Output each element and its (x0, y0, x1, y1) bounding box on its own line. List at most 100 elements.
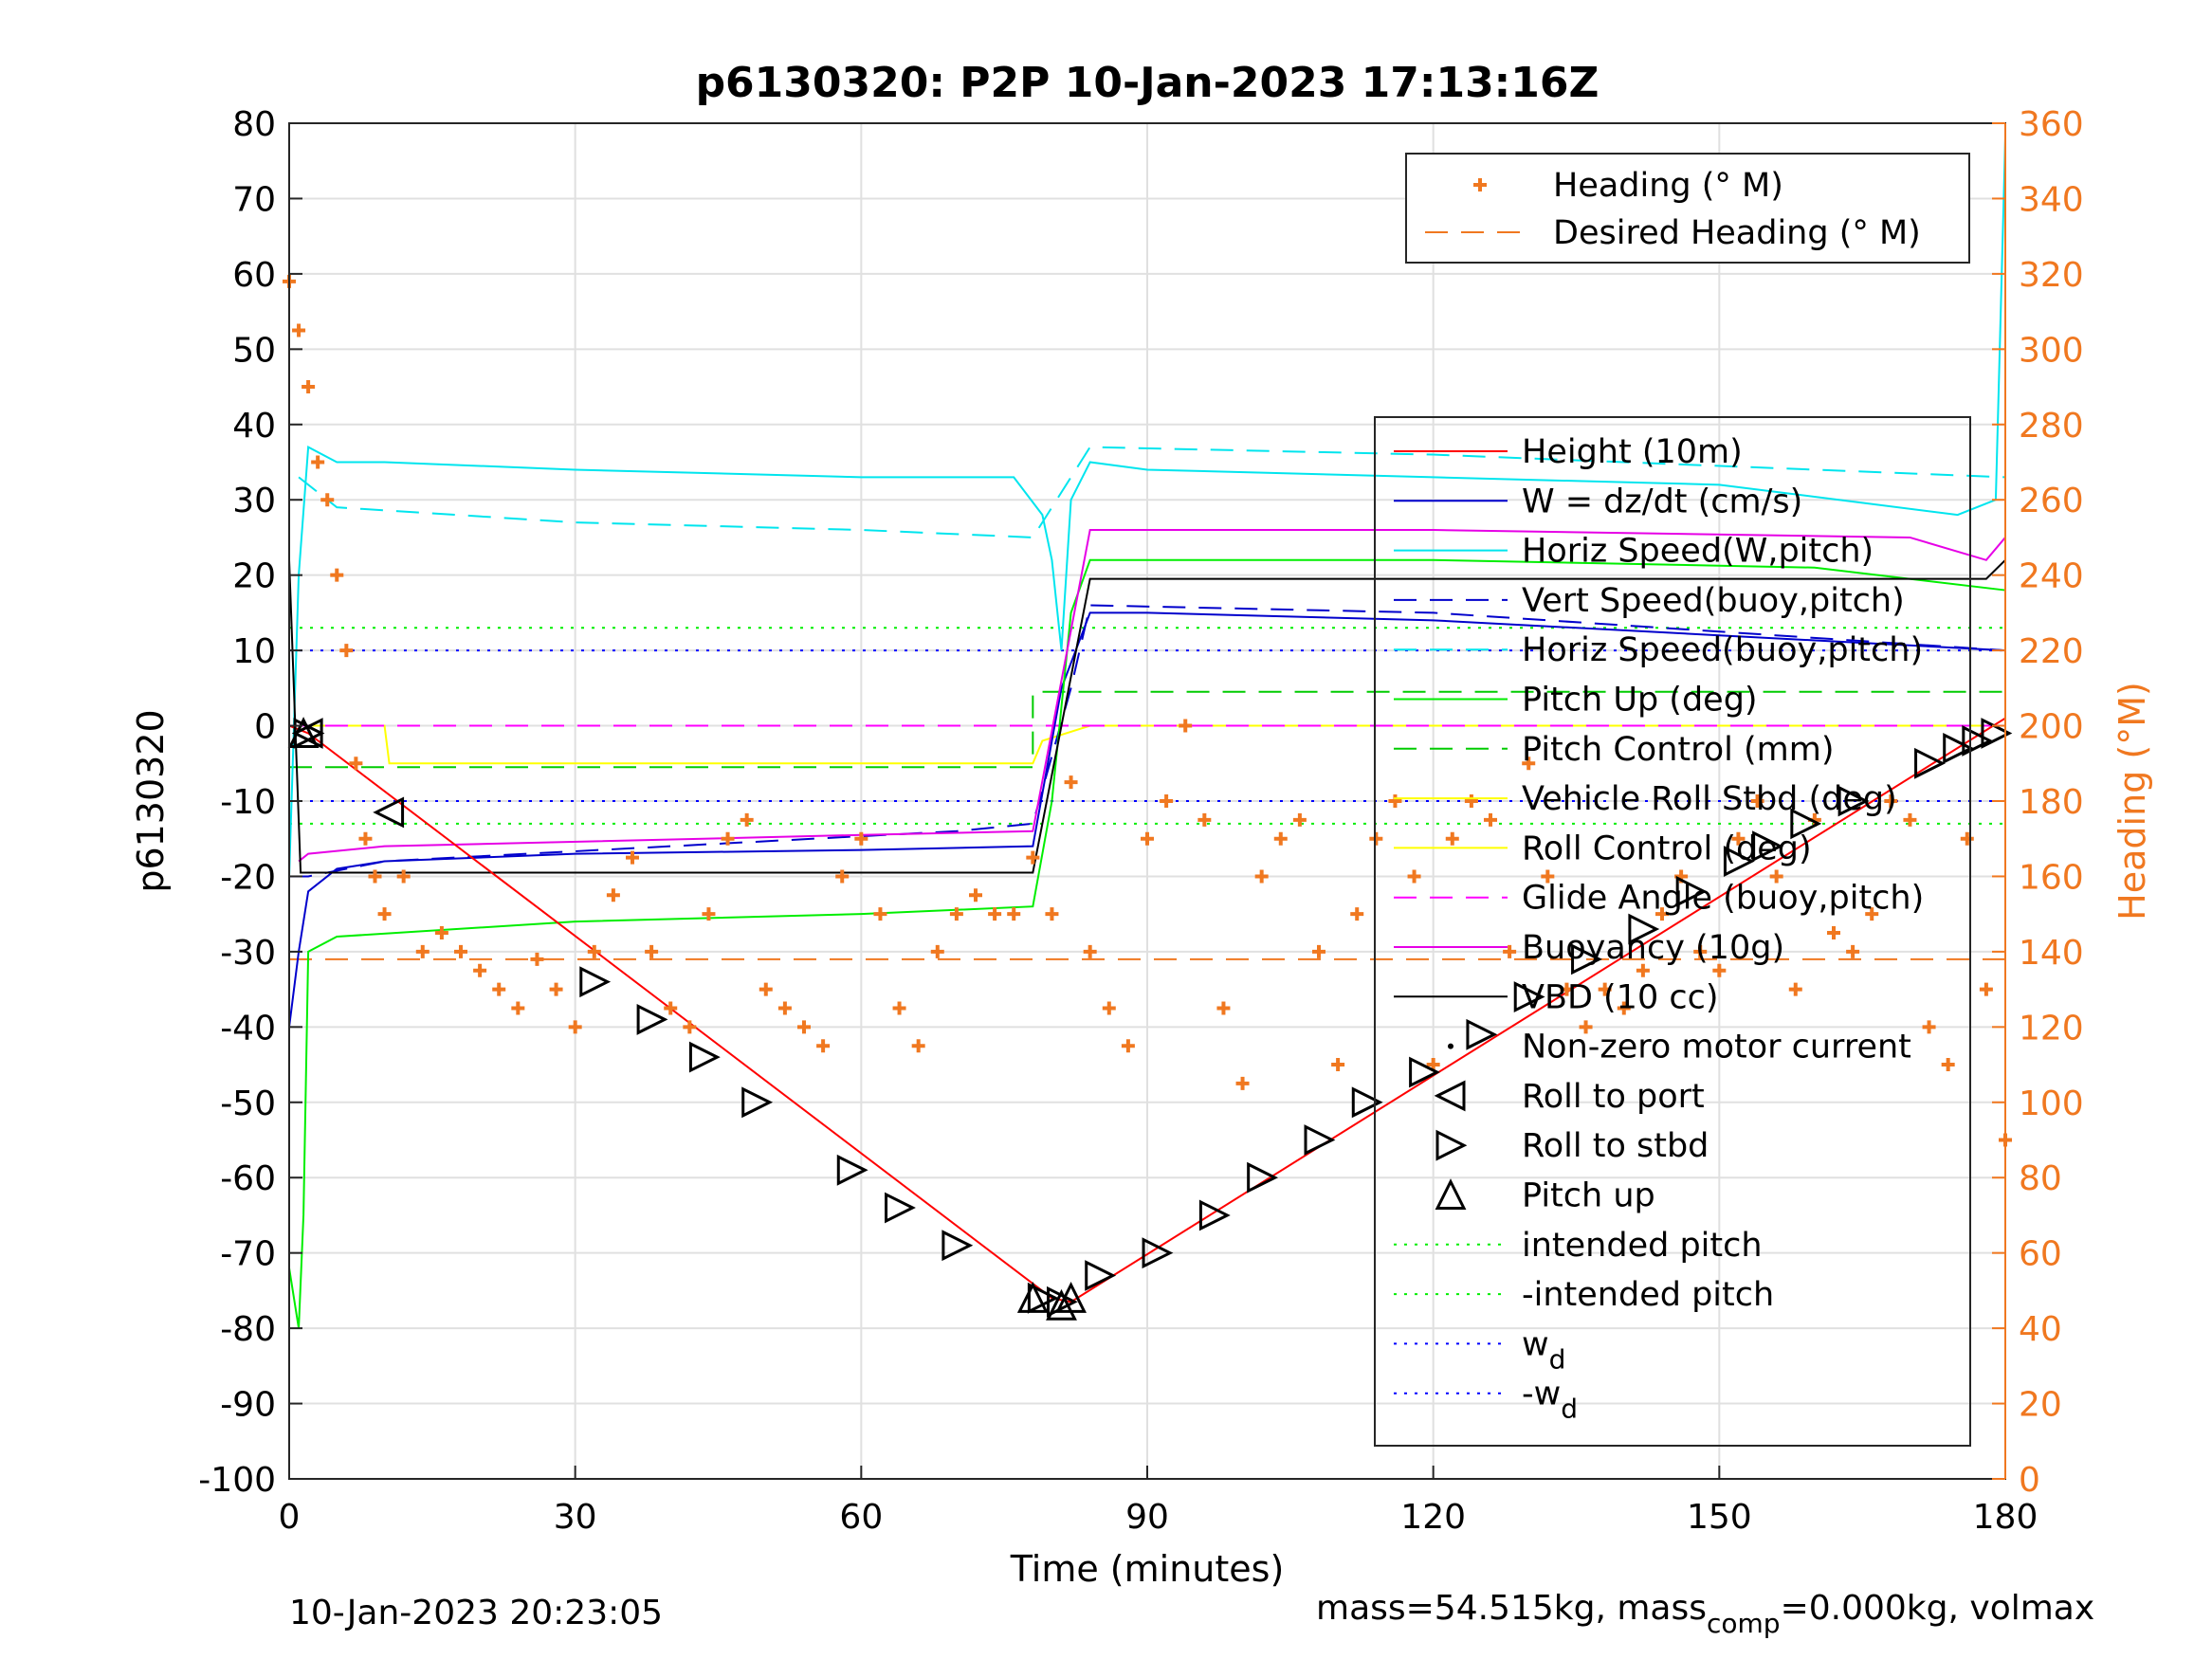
heading-point (988, 907, 1002, 921)
legend-item-text: Horiz Speed(W,pitch) (1522, 533, 1874, 571)
legend-item-subscript: d (1549, 1343, 1566, 1375)
heading-point (759, 982, 773, 996)
roll-stbd-marker (941, 1230, 974, 1262)
heading-point (1350, 907, 1364, 921)
heading-point (1655, 907, 1669, 921)
y2-axis-label: Heading (°M) (2111, 682, 2153, 921)
roll-stbd-marker (1513, 981, 1545, 1012)
y-tick-label: 60 (232, 256, 276, 295)
legend-item-label: W = dz/dt (cm/s) (1522, 483, 1802, 520)
legend-item-label: Buoyancy (10g) (1522, 929, 1784, 967)
heading-point (1846, 944, 1860, 958)
legend-item-text: Pitch Control (mm) (1522, 731, 1834, 769)
legend-main-box (1374, 416, 1971, 1447)
heading-point (320, 493, 335, 507)
legend-item-label: Heading (° M) (1553, 167, 1783, 205)
legend-item-label: Non-zero motor current (1522, 1029, 1911, 1066)
y2-tick-label: 260 (2019, 482, 2084, 520)
heading-point (1369, 831, 1383, 846)
horiz-speed-w-series (288, 137, 2006, 877)
heading-point (1026, 850, 1040, 865)
y2-tick-label: 300 (2019, 331, 2084, 370)
heading-point (1503, 944, 1517, 958)
heading-point (1617, 1001, 1631, 1015)
legend-item-label: Desired Heading (° M) (1553, 214, 1921, 252)
heading-point (1160, 794, 1174, 808)
y-tick-label: -20 (220, 858, 276, 897)
legend-item-text: Vehicle Roll Stbd (deg) (1522, 780, 1897, 818)
x-tick-label: 150 (1687, 1498, 1752, 1537)
legend-marker-symbol (1435, 1129, 1468, 1161)
roll-stbd-marker (1351, 1086, 1383, 1119)
heading-point (396, 869, 411, 884)
heading-point (1388, 794, 1402, 808)
legend-item-text: intended pitch (1522, 1227, 1763, 1265)
heading-point (854, 831, 868, 846)
heading-point (1922, 1020, 1936, 1034)
heading-point (1865, 907, 1879, 921)
heading-point (1693, 944, 1708, 958)
x-tick-label: 30 (554, 1498, 597, 1537)
legend-item-label: Roll to port (1522, 1078, 1705, 1116)
y2-tick-label: 20 (2019, 1386, 2062, 1425)
legend-item-text: VBD (10 cc) (1522, 978, 1719, 1016)
roll-stbd-marker (1628, 913, 1660, 945)
legend-main: Height (10m) W = dz/dt (cm/s) Horiz Speed(… (1374, 416, 1971, 1447)
x-tick-label: 120 (1400, 1498, 1466, 1537)
roll-stbd-marker (1723, 846, 1755, 877)
buoyancy-series (298, 529, 2006, 863)
footer-mass-suffix: =0.000kg, volmax (1781, 1589, 2095, 1628)
roll-stbd-marker (836, 1154, 868, 1186)
heading-point (1254, 869, 1269, 884)
legend-item-label: Pitch Control (mm) (1522, 731, 1834, 769)
y-axis-label: p6130320 (130, 709, 172, 892)
roll-stbd-marker (1571, 943, 1602, 975)
roll-stbd-marker (1837, 785, 1870, 817)
heading-point (1769, 869, 1783, 884)
y-tick-label: -40 (220, 1009, 276, 1048)
heading-point (454, 944, 467, 958)
heading-point (873, 907, 887, 921)
y2-tick-label: 240 (2019, 557, 2084, 596)
x-tick-label: 180 (1973, 1498, 2038, 1537)
roll-stbd-marker (579, 966, 612, 998)
legend-heading: Heading (° M) Desired Heading (° M) (1405, 153, 1970, 264)
footer-mass: mass=54.515kg, masscomp=0.000kg, volmax (1316, 1589, 2094, 1639)
heading-point (835, 869, 850, 884)
roll-stbd-marker (1943, 732, 1975, 764)
y2-tick-label: 200 (2019, 708, 2084, 747)
legend-item-text: -intended pitch (1522, 1276, 1774, 1314)
heading-point (358, 831, 373, 846)
heading-point (1522, 757, 1536, 771)
y-tick-label: -30 (220, 934, 276, 973)
roll-stbd-marker (1198, 1199, 1231, 1231)
heading-point (645, 944, 659, 958)
pitch-up-marker (1016, 1281, 1049, 1313)
heading-point (1750, 794, 1764, 808)
heading-point (492, 982, 506, 996)
heading-point (473, 963, 487, 977)
legend-item-label: VBD (10 cc) (1522, 978, 1719, 1016)
x-tick-label: 60 (839, 1498, 883, 1537)
heading-point (587, 944, 601, 958)
heading-point (330, 568, 344, 582)
legend-item-label: Horiz Speed(buoy,pitch) (1522, 631, 1923, 669)
heading-point (302, 380, 316, 394)
heading-point (1464, 794, 1478, 808)
y-tick-label: -80 (220, 1310, 276, 1349)
heading-point (1484, 812, 1497, 827)
heading-point (377, 907, 392, 921)
x-axis-label: Time (minutes) (1010, 1548, 1285, 1590)
heading-point (1560, 982, 1574, 996)
roll-stbd-marker (1752, 830, 1783, 863)
footer-mass-prefix: mass=54.515kg, mass (1316, 1589, 1707, 1628)
horiz-speed-buoy-series (298, 446, 2006, 538)
y-tick-label: 50 (232, 331, 276, 370)
legend-item-label: Horiz Speed(W,pitch) (1522, 533, 1874, 571)
heading-point (1273, 831, 1288, 846)
heading-point (292, 323, 306, 337)
heading-point (1960, 831, 1974, 846)
y-tick-label: -10 (220, 783, 276, 822)
heading-point (1312, 944, 1325, 958)
